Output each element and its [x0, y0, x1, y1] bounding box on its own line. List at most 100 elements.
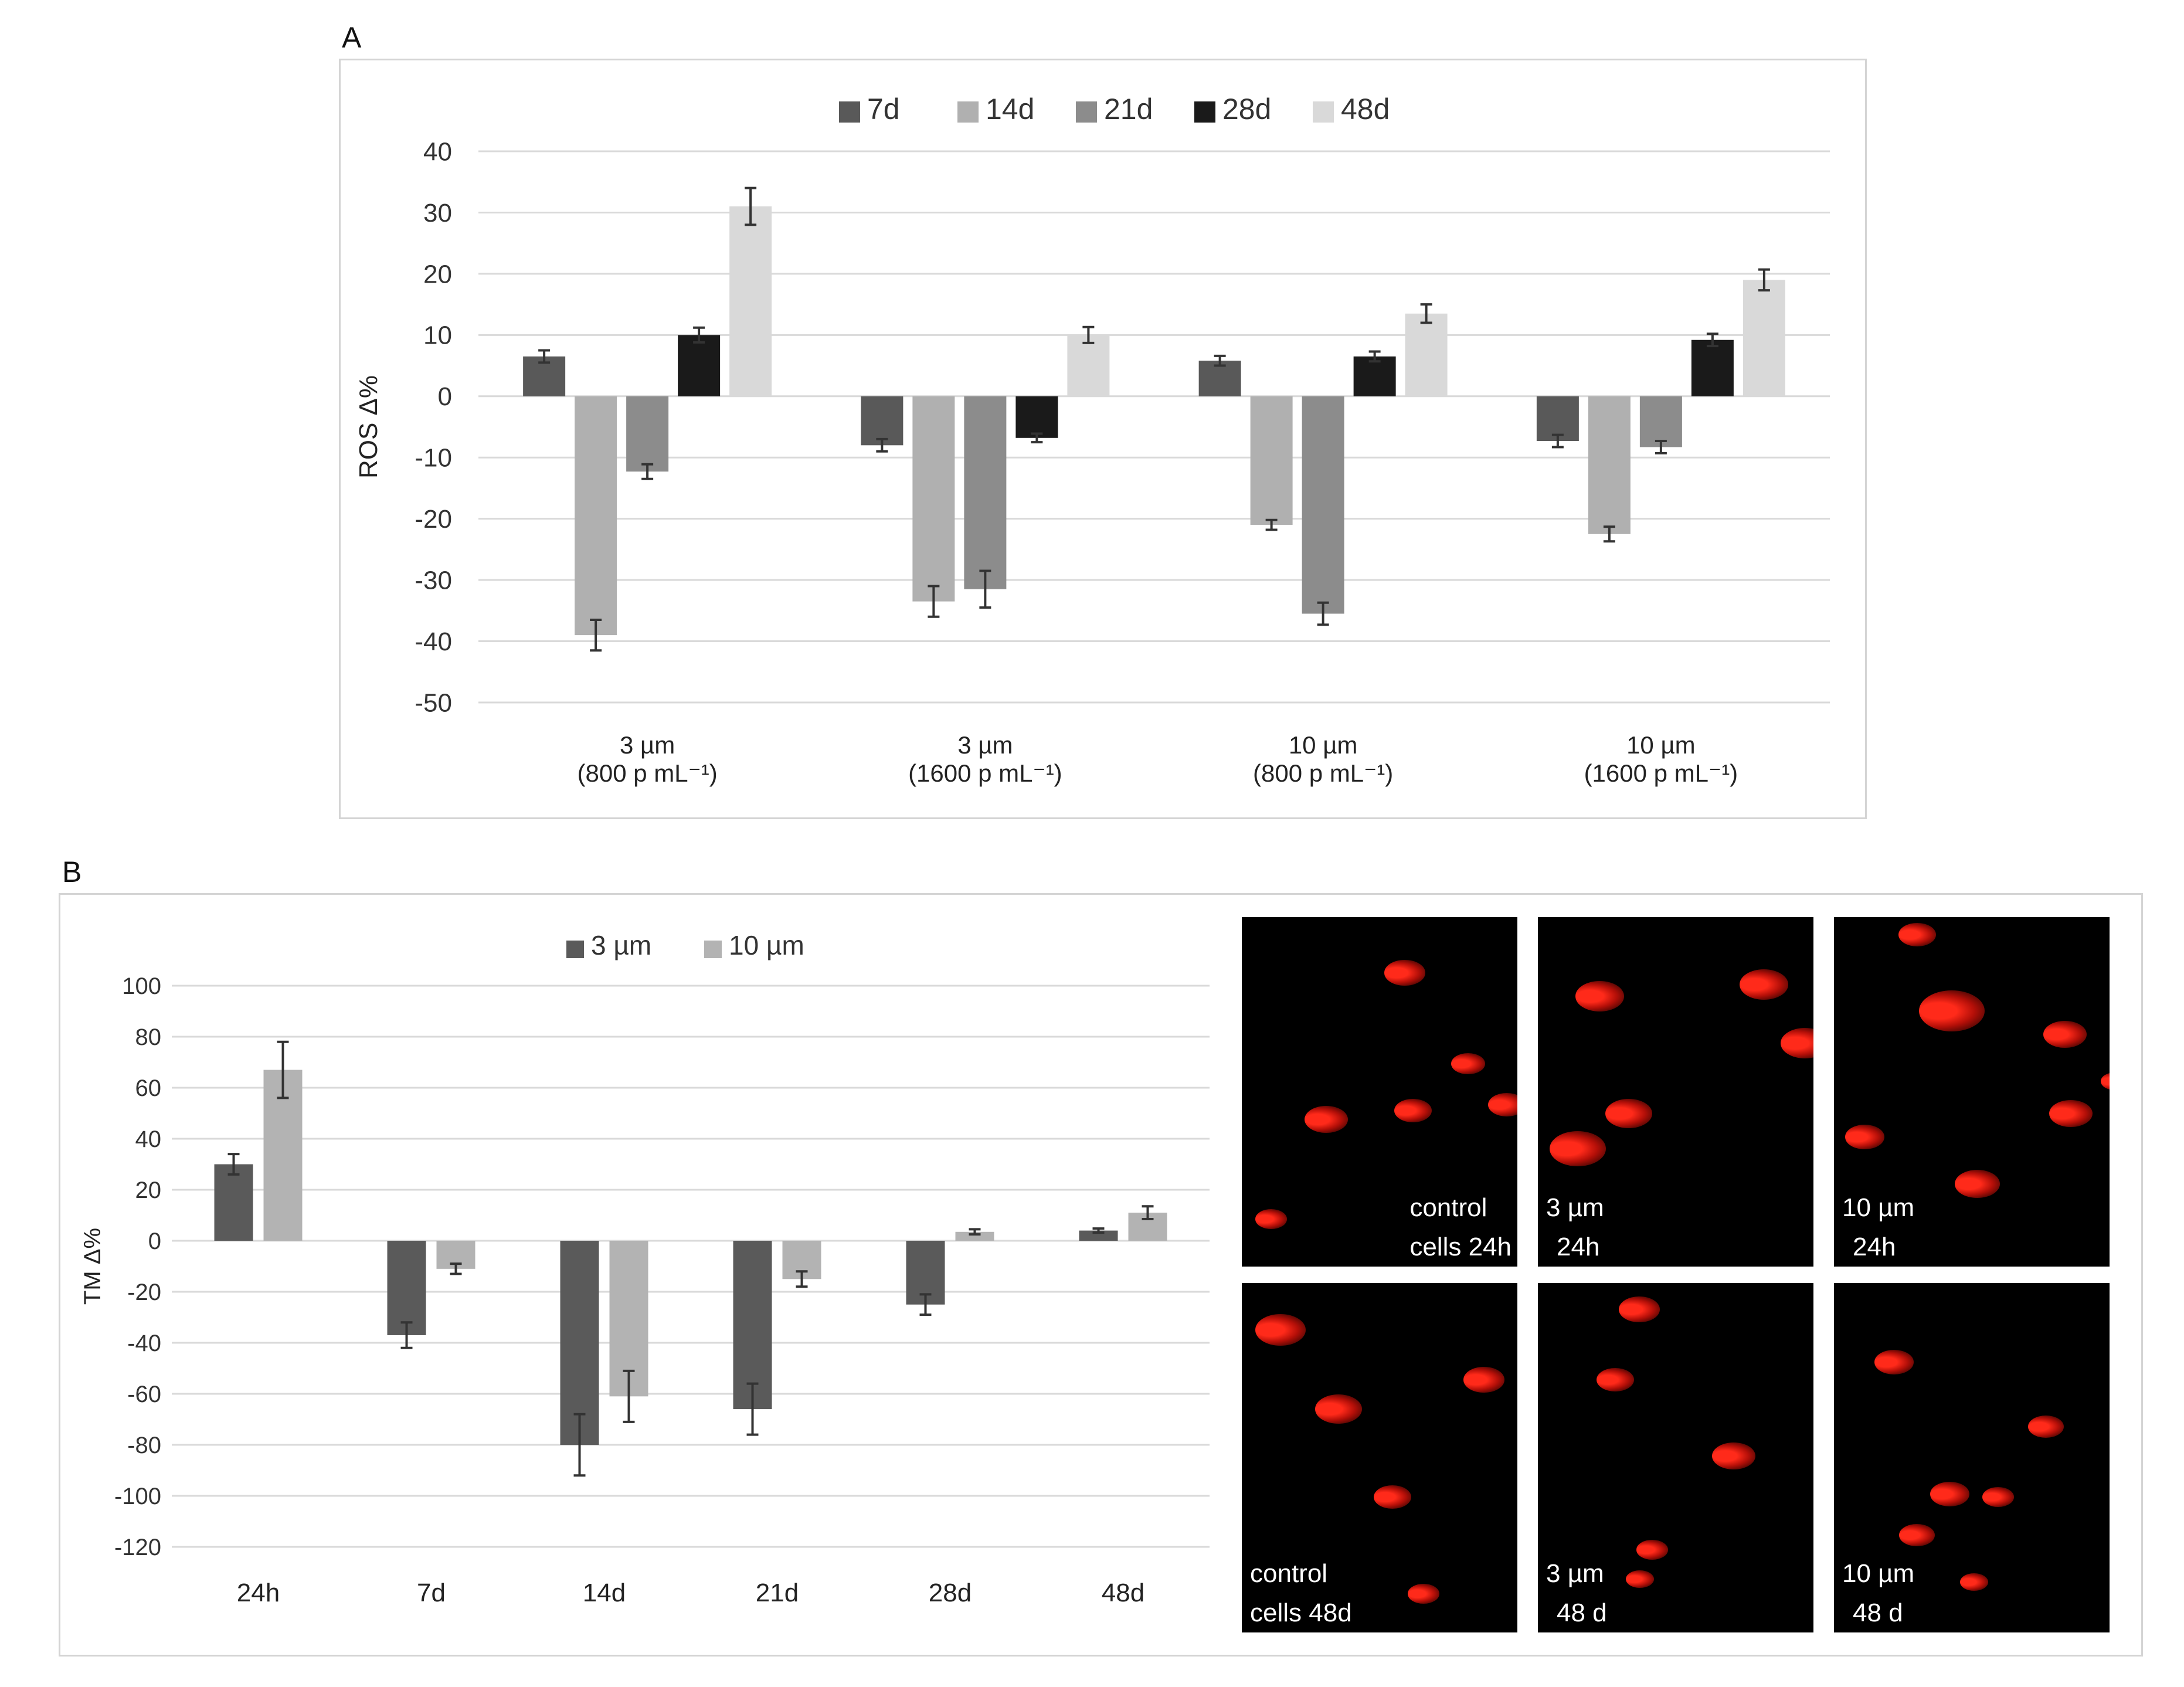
legend-swatch-21d	[1076, 101, 1097, 123]
bar-10-m-28d	[955, 1231, 994, 1241]
legend-label-10-m: 10 µm	[729, 930, 804, 960]
micrograph-caption: control cells 24h	[1409, 1193, 1512, 1263]
y-tick-label: 40	[423, 137, 452, 166]
y-tick-label: 80	[135, 1024, 162, 1050]
bar-14d-10-m-1600-p-ml	[1588, 396, 1631, 534]
x-tick-label: (1600 p mL⁻¹)	[1584, 759, 1738, 787]
ros-chart-panel: 40 30 20 10 0 -10 -20 -30 -40 -50 ROS Δ% 3 µm (800 p…	[339, 59, 1867, 819]
micrograph-control-48d: control cells 48d	[1242, 1283, 1517, 1632]
legend-label-48d: 48d	[1341, 93, 1390, 125]
bar-3-m-14d	[560, 1241, 599, 1445]
y-tick-label: -10	[415, 444, 452, 473]
comet-cell	[1488, 1093, 1517, 1116]
y-tick-label: 100	[122, 973, 161, 999]
y-tick-label: -20	[415, 505, 452, 534]
comet-cell	[1575, 981, 1625, 1011]
y-tick-label: 20	[423, 260, 452, 288]
comet-cell	[1626, 1570, 1654, 1588]
micrograph-caption: control cells 48d	[1250, 1559, 1352, 1629]
comet-cell	[1255, 1209, 1288, 1229]
comet-cell	[2028, 1416, 2064, 1438]
y-axis-title: TM Δ%	[80, 1228, 106, 1305]
micrograph-caption-line: 3 µm	[1546, 1193, 1604, 1223]
micrograph-10um-24h: 10 µm 24h	[1834, 917, 2110, 1267]
micrograph-3um-24h: 3 µm 24h	[1538, 917, 1813, 1267]
panel-label-b: B	[62, 856, 82, 888]
bar-48d-3-m-800-p-ml	[729, 206, 772, 396]
comet-cell	[1636, 1540, 1669, 1560]
panel-label-a: A	[342, 21, 362, 54]
bar-14d-10-m-800-p-ml	[1250, 396, 1293, 525]
bar-21d-3-m-1600-p-ml	[964, 396, 1007, 589]
comet-cell	[1960, 1573, 1988, 1591]
bar-21d-3-m-800-p-ml	[626, 396, 669, 472]
micrograph-3um-48d: 3 µm 48 d	[1538, 1283, 1813, 1632]
legend-swatch-28d	[1194, 101, 1215, 123]
micrograph-caption-line: 10 µm	[1842, 1559, 1915, 1588]
comet-cell	[1845, 1125, 1885, 1149]
comet-cell	[1619, 1296, 1660, 1322]
comet-cell	[1408, 1584, 1440, 1604]
comet-cell	[1955, 1170, 2000, 1198]
x-tick-label: 21d	[756, 1579, 799, 1607]
bar-3-m-21d	[733, 1241, 772, 1410]
x-tick-label: 10 µm	[1626, 731, 1696, 759]
y-axis-title: ROS Δ%	[354, 375, 383, 478]
comet-cell	[1740, 969, 1789, 1000]
comet-cell	[1451, 1053, 1485, 1074]
legend-swatch-7d	[839, 101, 860, 123]
x-tick-label: 24h	[237, 1579, 280, 1607]
comet-cell	[1930, 1482, 1970, 1506]
bar-28d-10-m-1600-p-ml	[1691, 340, 1734, 396]
micrograph-caption: 3 µm 24h	[1546, 1193, 1604, 1263]
micrograph-caption-line: 48 d	[1557, 1598, 1607, 1628]
y-tick-label: 0	[148, 1228, 161, 1254]
micrograph-caption: 10 µm 48 d	[1842, 1559, 1914, 1629]
micrograph-caption-line: control	[1250, 1559, 1328, 1588]
comet-cell	[2043, 1021, 2087, 1048]
legend-swatch-48d	[1313, 101, 1334, 123]
x-tick-label: (800 p mL⁻¹)	[1253, 759, 1393, 787]
y-tick-label: -80	[127, 1433, 161, 1458]
comet-cell	[1463, 1367, 1505, 1393]
micrograph-caption-line: control	[1409, 1193, 1487, 1223]
x-tick-label: 28d	[929, 1579, 972, 1607]
legend-label-28d: 28d	[1222, 93, 1271, 125]
bar-28d-3-m-800-p-ml	[678, 335, 721, 396]
bar-3-m-24h	[214, 1164, 253, 1241]
micrograph-caption-line: 10 µm	[1842, 1193, 1915, 1223]
micrograph-10um-48d: 10 µm 48 d	[1834, 1283, 2110, 1632]
tm-chart-panel: 100 80 60 40 20 0 -20 -40 -60 -80 -100 -120 TM Δ% 24h…	[59, 893, 2143, 1657]
x-tick-label: 48d	[1102, 1579, 1144, 1607]
y-tick-label: -40	[415, 627, 452, 656]
y-tick-label: 0	[438, 382, 452, 411]
y-tick-label: -40	[127, 1330, 161, 1356]
y-tick-label: -50	[415, 688, 452, 717]
micrograph-caption: 3 µm 48 d	[1546, 1559, 1607, 1629]
comet-cell	[1899, 1524, 1935, 1546]
legend-label-21d: 21d	[1104, 93, 1153, 125]
y-tick-label: 30	[423, 199, 452, 228]
bar-21d-10-m-1600-p-ml	[1639, 396, 1682, 447]
y-tick-label: 60	[135, 1075, 162, 1101]
bar-3-m-48d	[1079, 1230, 1118, 1241]
legend-label-7d: 7d	[867, 93, 900, 125]
comet-cell	[1305, 1106, 1348, 1133]
comet-cell	[2049, 1100, 2093, 1127]
bar-7d-3-m-1600-p-ml	[861, 396, 904, 446]
micrograph-caption-line: 24h	[1853, 1233, 1896, 1262]
y-tick-label: -100	[114, 1484, 161, 1509]
micrograph-caption-line: cells 24h	[1409, 1233, 1512, 1262]
x-tick-label: 3 µm	[620, 731, 675, 759]
bar-7d-10-m-1600-p-ml	[1536, 396, 1579, 442]
legend-swatch-14d	[957, 101, 979, 123]
comet-cell	[1898, 923, 1936, 946]
comet-cell	[1374, 1485, 1411, 1509]
micrograph-caption-line: 3 µm	[1546, 1559, 1604, 1588]
comet-cell	[1919, 990, 1985, 1031]
legend-swatch-10-m	[704, 941, 722, 958]
y-tick-label: 20	[135, 1177, 162, 1203]
x-tick-label: 14d	[583, 1579, 626, 1607]
micrograph-caption: 10 µm 24h	[1842, 1193, 1914, 1263]
x-tick-label: (1600 p mL⁻¹)	[908, 759, 1062, 787]
